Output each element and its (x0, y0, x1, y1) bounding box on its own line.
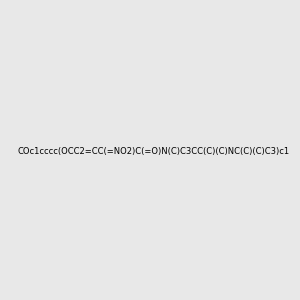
Text: COc1cccc(OCC2=CC(=NO2)C(=O)N(C)C3CC(C)(C)NC(C)(C)C3)c1: COc1cccc(OCC2=CC(=NO2)C(=O)N(C)C3CC(C)(C… (18, 147, 290, 156)
